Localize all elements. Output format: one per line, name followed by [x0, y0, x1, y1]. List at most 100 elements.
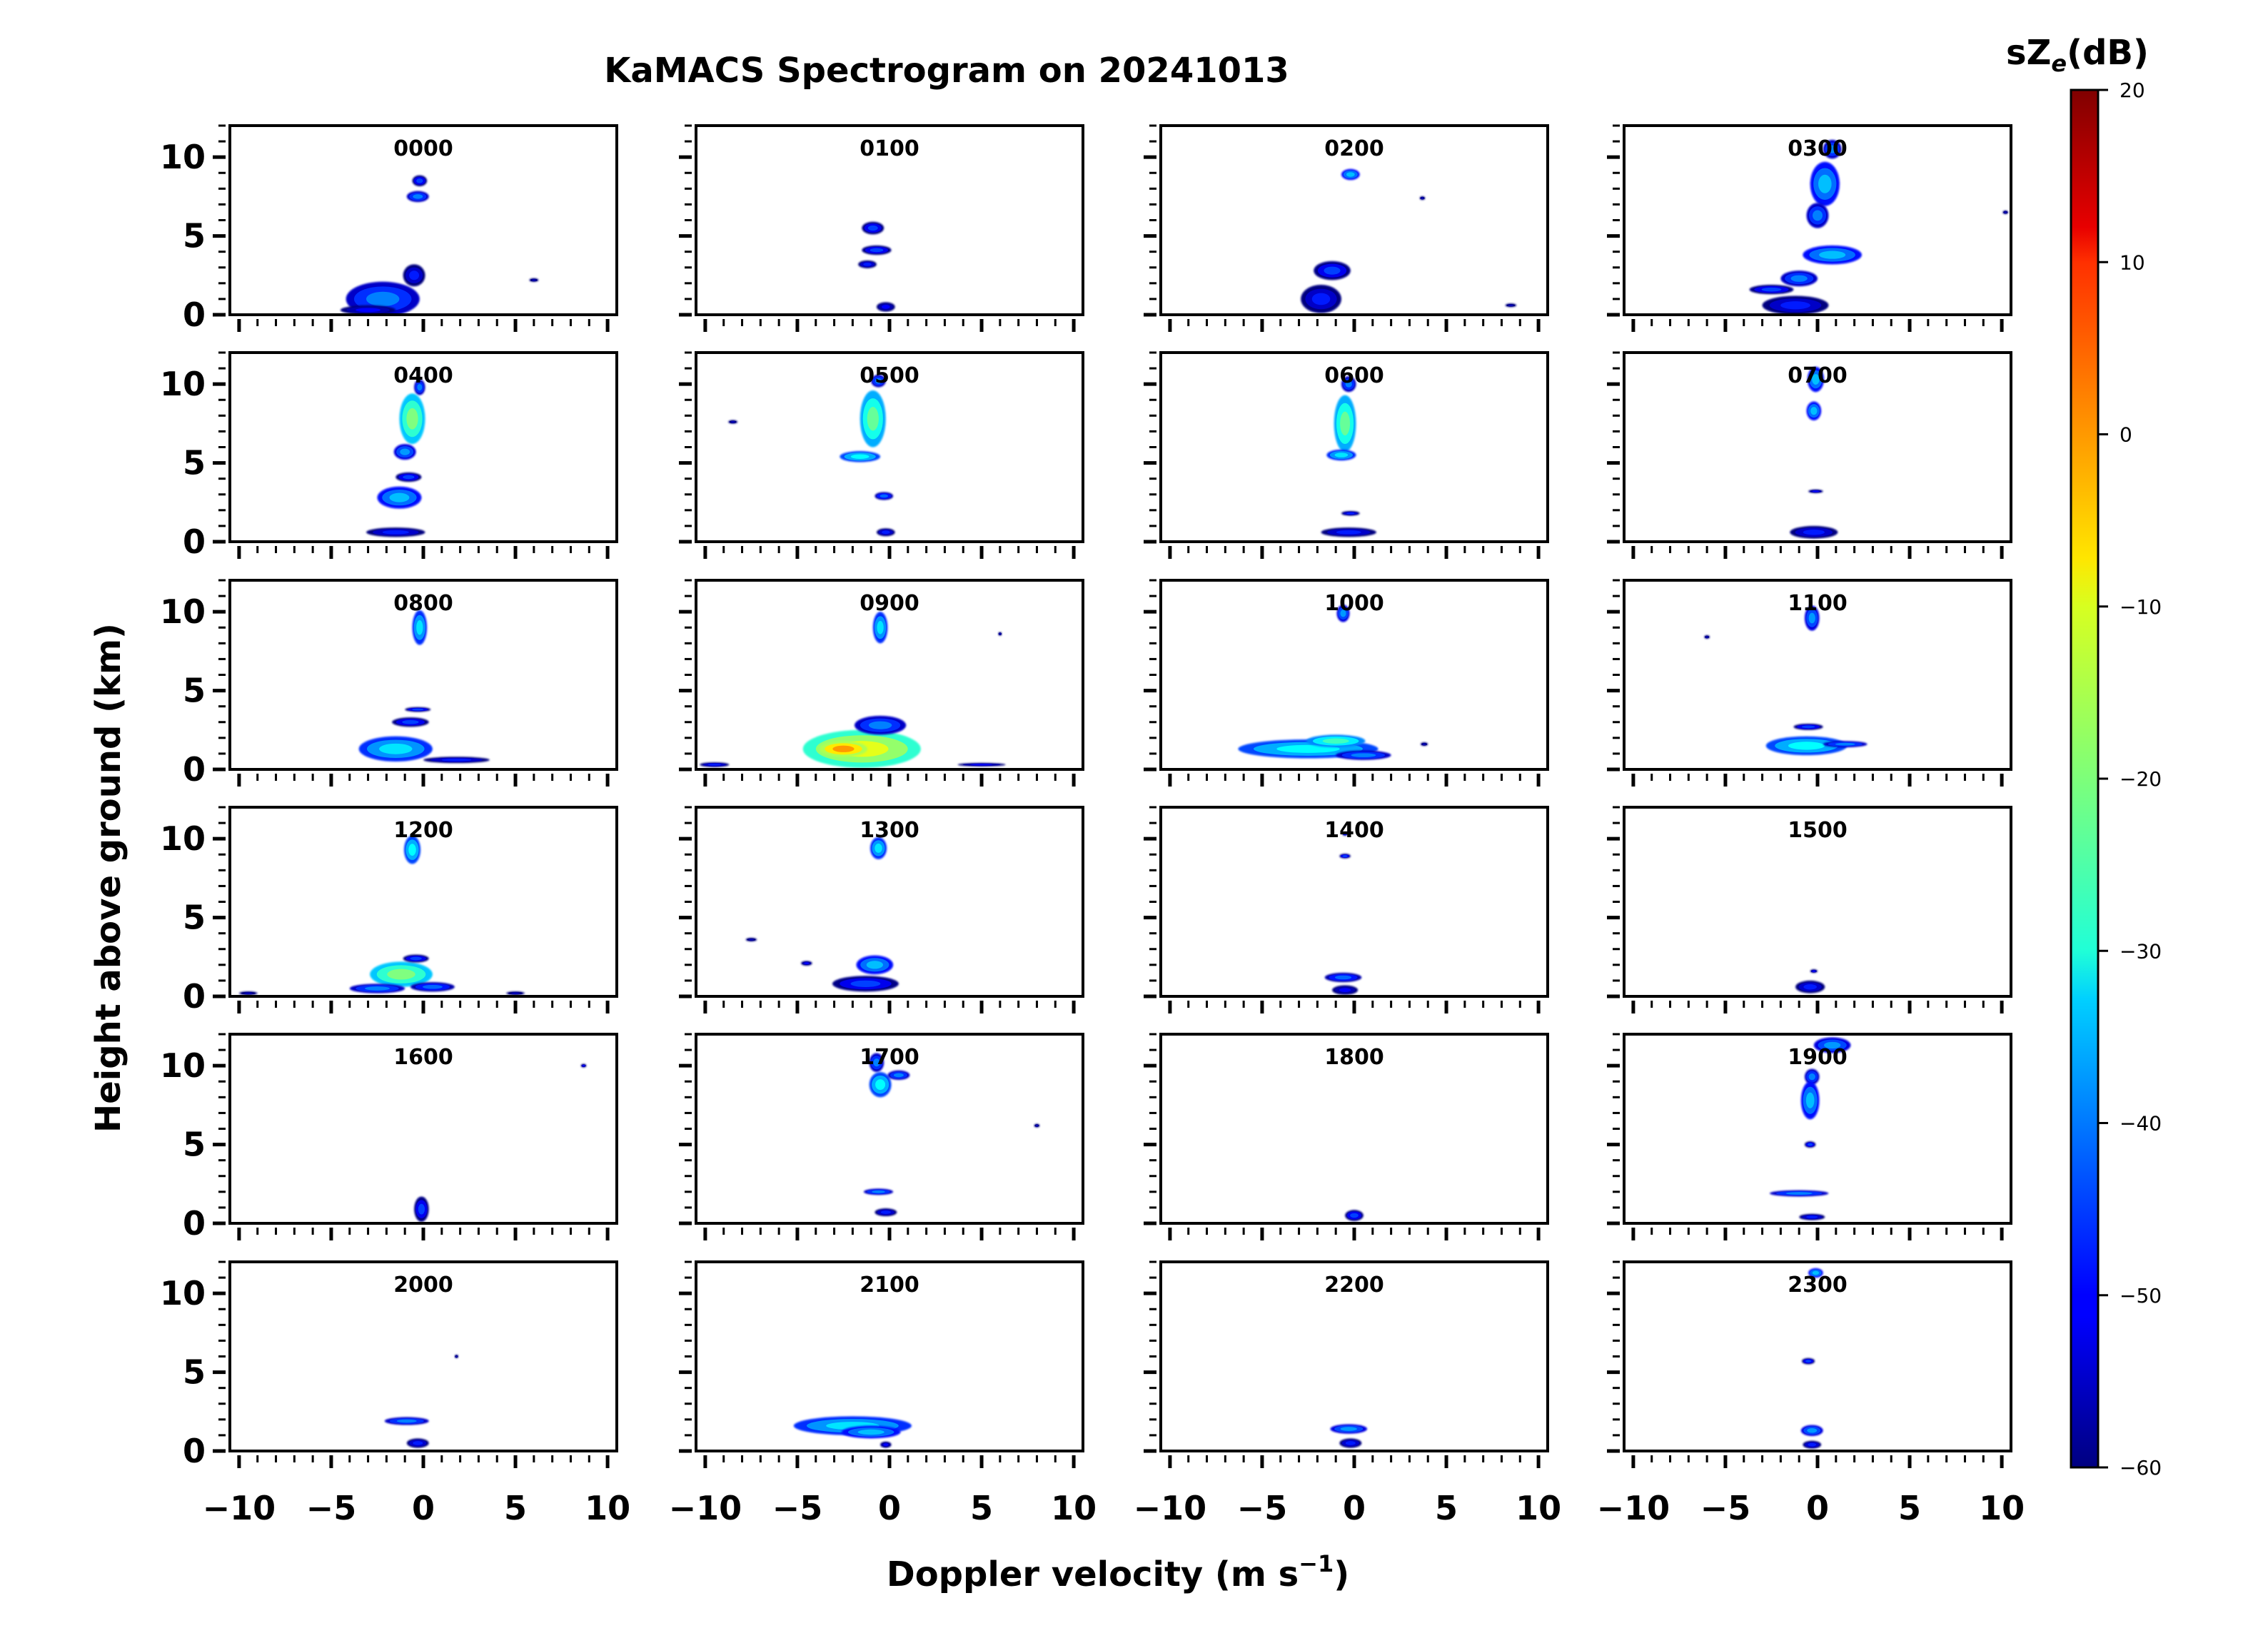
x-tick-label: −5	[306, 1489, 357, 1527]
panel-frame	[1623, 1033, 2012, 1225]
echo-core	[857, 1429, 884, 1435]
panel-background	[230, 126, 617, 315]
spectral-data	[340, 175, 539, 315]
echo-core	[1342, 855, 1348, 857]
echo-core	[1810, 407, 1818, 415]
echo-core	[1276, 744, 1340, 753]
panel-1000: 1000	[1144, 579, 1549, 787]
echo-core	[877, 620, 884, 634]
echo-core	[1350, 1213, 1359, 1218]
spectral-data	[1324, 832, 1362, 995]
echo-core	[1324, 266, 1341, 275]
echo-core	[1035, 1125, 1039, 1127]
echo-core	[880, 494, 889, 498]
y-tick-label: 5	[183, 672, 206, 710]
echo-core	[880, 1210, 891, 1214]
spectral-data	[728, 374, 895, 537]
echo-core	[1835, 742, 1855, 746]
y-tick-label: 0	[183, 295, 206, 334]
panel-0500: 0500	[679, 351, 1084, 559]
echo-core	[531, 279, 536, 281]
y-axis-label: Height above ground (km)	[89, 623, 128, 1133]
panel-1600: 1600 0 5 10	[160, 1033, 618, 1243]
panel-0800: 0800 0 5 10	[160, 579, 618, 789]
echo-core	[1808, 612, 1815, 624]
echo-core	[1421, 197, 1424, 199]
colorbar-title: sZe(dB)	[2006, 33, 2149, 77]
echo-core	[1803, 984, 1817, 990]
echo-core	[1311, 293, 1331, 305]
panel-background	[696, 353, 1083, 542]
spectral-data	[745, 836, 899, 992]
panel-1300: 1300	[679, 806, 1084, 1013]
echo-core	[1813, 210, 1823, 221]
panel-1400: 1400	[1144, 806, 1549, 1013]
panel-label: 0800	[393, 591, 453, 616]
panel-frame	[1623, 351, 2012, 543]
panel-label: 0100	[860, 136, 919, 161]
echo-core	[873, 1058, 880, 1067]
echo-core	[1336, 530, 1361, 535]
panel-frame	[1159, 806, 1549, 998]
y-tick-label: 0	[183, 977, 206, 1016]
panel-frame	[1159, 351, 1549, 543]
y-tick-label: 0	[183, 1204, 206, 1243]
panel-1900: 1900	[1607, 1033, 2012, 1240]
panel-0100: 0100	[679, 124, 1084, 332]
panel-frame	[228, 1260, 618, 1452]
colorbar-tick-label: −50	[2120, 1284, 2162, 1308]
panel-label: 1600	[393, 1045, 453, 1070]
spectral-data	[1321, 376, 1376, 537]
echo-core	[883, 1443, 889, 1447]
echo-core	[863, 263, 872, 266]
panel-1800: 1800	[1144, 1033, 1549, 1240]
x-tick-label: 10	[585, 1489, 630, 1527]
panel-2300: 2300 −10 −5 0 5 10	[1597, 1260, 2025, 1527]
spectral-data	[1704, 605, 1868, 756]
panel-label: 0300	[1788, 136, 1848, 161]
x-tick-label: 0	[878, 1489, 901, 1527]
panel-label: 0000	[393, 136, 453, 161]
echo-core	[875, 843, 882, 853]
x-tick-label: −5	[1700, 1489, 1751, 1527]
echo-core	[868, 721, 892, 729]
x-tick-label: 10	[1516, 1489, 1561, 1527]
panel-frame	[1623, 1260, 2012, 1452]
echo-core	[1788, 742, 1825, 750]
echo-core	[396, 1419, 417, 1423]
echo-core	[365, 986, 390, 991]
colorbar-tick-label: 20	[2120, 79, 2145, 102]
echo-core	[413, 194, 423, 199]
panel-frame	[228, 806, 618, 998]
spectral-data	[1301, 168, 1517, 313]
panel-label: 0200	[1324, 136, 1384, 161]
echo-core	[2004, 211, 2007, 213]
echo-core	[748, 939, 754, 941]
echo-core	[1805, 1360, 1812, 1362]
y-tick-label: 10	[160, 365, 206, 403]
x-tick-label: 0	[412, 1489, 435, 1527]
x-axis-label: Doppler velocity (m s−1)	[887, 1550, 1349, 1594]
y-tick-label: 10	[160, 138, 206, 176]
spectral-data	[238, 835, 525, 996]
echo-core	[416, 178, 423, 183]
panel-label: 1100	[1788, 591, 1848, 616]
panel-2100: 2100 −10 −5 0 5 10	[669, 1260, 1097, 1527]
echo-core	[1422, 743, 1426, 745]
echo-core	[1340, 1427, 1357, 1431]
panel-0400: 0400 0 5 10	[160, 351, 618, 561]
panel-label: 1700	[860, 1045, 919, 1070]
panel-0900: 0900	[679, 579, 1084, 787]
colorbar-tick-label: −30	[2120, 939, 2162, 963]
panel-frame	[695, 1033, 1084, 1225]
echo-core	[1322, 738, 1349, 744]
echo-core	[366, 291, 400, 307]
echo-core	[1790, 275, 1808, 282]
echo-core	[875, 378, 882, 384]
echo-core	[804, 962, 810, 965]
echo-core	[413, 1441, 423, 1445]
panel-label: 0500	[860, 363, 919, 388]
echo-core	[1818, 174, 1832, 193]
